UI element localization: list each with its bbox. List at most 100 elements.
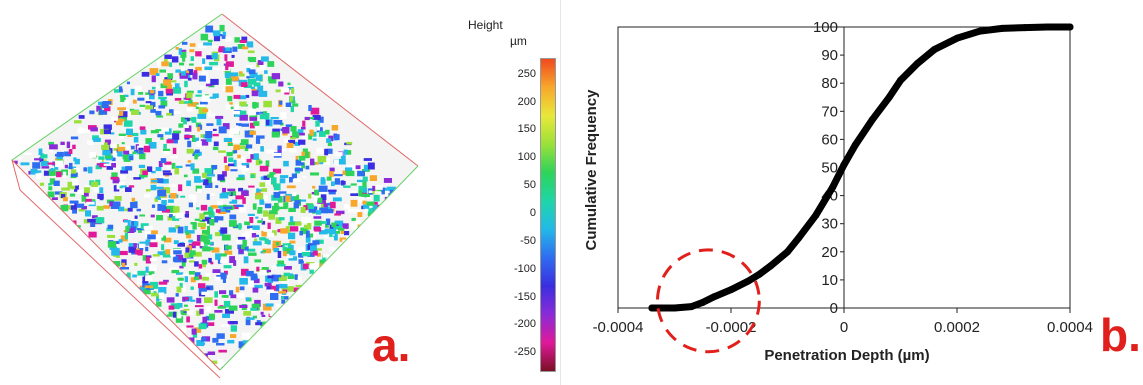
- surface-speckle: [244, 130, 254, 138]
- surface-speckle: [262, 248, 272, 254]
- surface-speckle: [101, 144, 110, 151]
- surface-speckle: [298, 155, 306, 161]
- surface-speckle: [47, 162, 56, 165]
- surface-speckle: [89, 110, 95, 115]
- surface-speckle: [291, 100, 296, 104]
- surface-speckle: [363, 188, 367, 193]
- surface-speckle: [198, 287, 207, 294]
- surface-speckle: [302, 120, 306, 127]
- surface-speckle: [151, 292, 158, 297]
- surface-speckle: [254, 238, 258, 242]
- y-tick-label: 70: [821, 103, 838, 120]
- surface-speckle: [362, 263, 367, 270]
- surface-speckle: [133, 243, 137, 248]
- surface-speckle: [333, 160, 341, 166]
- surface-speckle: [275, 331, 285, 339]
- surface-speckle: [266, 285, 273, 292]
- surface-speckle: [320, 177, 325, 180]
- panel-b: Cumulative Frequency Penetration Depth (…: [560, 0, 1143, 385]
- surface-speckle: [271, 131, 280, 138]
- surface-speckle: [323, 291, 327, 297]
- surface-speckle: [174, 167, 180, 175]
- surface-speckle: [131, 197, 135, 202]
- surface-speckle: [364, 262, 372, 268]
- surface-speckle: [74, 185, 79, 192]
- surface-speckle: [145, 256, 151, 264]
- surface-speckle: [152, 86, 156, 90]
- surface-speckle: [282, 127, 290, 134]
- surface-speckle: [290, 194, 299, 202]
- surface-speckle: [331, 222, 337, 228]
- surface-speckle: [168, 227, 177, 233]
- surface-speckle: [363, 158, 372, 161]
- surface-speckle: [117, 151, 123, 157]
- surface-speckle: [295, 284, 304, 287]
- surface-speckle: [260, 146, 264, 152]
- surface-speckle: [70, 136, 79, 140]
- surface-speckle: [164, 54, 172, 59]
- surface-speckle: [252, 203, 257, 210]
- surface-speckle: [60, 204, 69, 212]
- surface-speckle: [141, 71, 150, 77]
- surface-speckle: [155, 129, 164, 132]
- cumulative-frequency-chart: Cumulative Frequency Penetration Depth (…: [583, 19, 1093, 364]
- surface-speckle: [242, 240, 247, 247]
- surface-speckle: [311, 301, 317, 308]
- surface-speckle: [347, 237, 353, 243]
- surface-speckle: [239, 278, 248, 285]
- x-tick-label: -0.0002: [706, 319, 757, 336]
- surface-speckle: [273, 324, 281, 328]
- surface-speckle: [304, 224, 309, 229]
- surface-speckle: [230, 169, 238, 172]
- surface-speckle: [194, 149, 200, 153]
- surface-speckle: [230, 206, 235, 210]
- surface-speckle: [239, 110, 247, 115]
- surface-speckle: [344, 231, 350, 236]
- surface-speckle: [81, 195, 87, 202]
- surface-speckle: [149, 258, 157, 262]
- surface-speckle: [225, 254, 229, 258]
- surface-speckle: [259, 199, 265, 205]
- surface-speckle: [138, 164, 146, 168]
- surface-speckle: [345, 248, 351, 256]
- surface-speckle: [239, 39, 247, 43]
- surface-speckle: [308, 281, 317, 284]
- surface-speckle: [205, 272, 211, 280]
- surface-speckle: [211, 178, 218, 182]
- surface-speckle: [270, 285, 277, 291]
- surface-speckle: [271, 177, 277, 185]
- surface-speckle: [394, 213, 398, 220]
- surface-speckle: [334, 231, 340, 234]
- surface-speckle: [271, 264, 278, 269]
- surface-speckle: [151, 75, 156, 83]
- surface-speckle: [156, 186, 164, 190]
- surface-speckle: [314, 302, 320, 306]
- surface-speckle: [215, 232, 221, 237]
- surface-speckle: [333, 285, 341, 292]
- surface-speckle: [151, 237, 155, 245]
- surface-speckle: [83, 167, 88, 172]
- surface-speckle: [205, 25, 214, 33]
- surface-speckle: [125, 166, 133, 171]
- surface-speckle: [334, 233, 338, 241]
- surface-speckle: [263, 175, 270, 180]
- surface-speckle: [114, 196, 122, 201]
- surface-speckle: [176, 286, 182, 293]
- surface-speckle: [350, 183, 357, 186]
- surface-speckle: [429, 223, 435, 228]
- surface-speckle: [216, 119, 222, 126]
- surface-speckle: [215, 253, 221, 260]
- surface-speckle: [225, 47, 231, 52]
- surface-speckle: [161, 127, 169, 132]
- surface-speckle: [96, 105, 102, 112]
- surface-speckle: [209, 61, 219, 66]
- surface-speckle: [280, 87, 290, 93]
- surface-speckle: [49, 178, 56, 185]
- data-point: [755, 270, 763, 278]
- surface-speckle: [356, 272, 365, 278]
- surface-speckle: [289, 95, 294, 103]
- surface-speckle: [137, 247, 144, 251]
- surface-speckle: [249, 228, 255, 235]
- surface-speckle: [233, 94, 241, 99]
- surface-speckle: [139, 214, 145, 217]
